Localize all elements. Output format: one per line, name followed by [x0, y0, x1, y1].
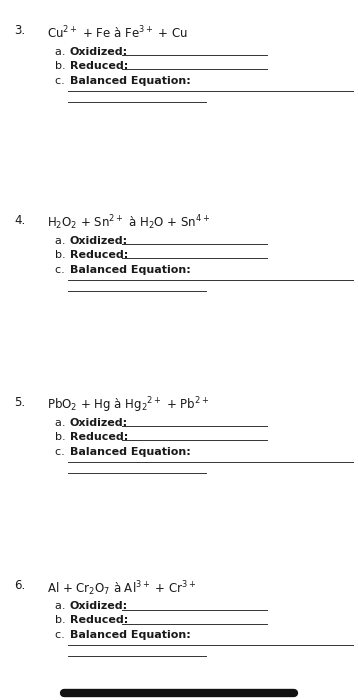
Text: a.: a.	[55, 236, 69, 246]
Text: c.: c.	[55, 76, 69, 85]
Text: Reduced:: Reduced:	[70, 432, 128, 442]
Text: Cu$^{2+}$ + Fe à Fe$^{3+}$ + Cu: Cu$^{2+}$ + Fe à Fe$^{3+}$ + Cu	[47, 25, 188, 41]
Text: Balanced Equation:: Balanced Equation:	[70, 265, 190, 274]
Text: c.: c.	[55, 265, 69, 274]
Text: Balanced Equation:: Balanced Equation:	[70, 630, 190, 640]
Text: H$_2$O$_2$ + Sn$^{2+}$ à H$_2$O + Sn$^{4+}$: H$_2$O$_2$ + Sn$^{2+}$ à H$_2$O + Sn$^{4…	[47, 214, 210, 232]
Text: Reduced:: Reduced:	[70, 250, 128, 260]
Text: Balanced Equation:: Balanced Equation:	[70, 447, 190, 456]
Text: a.: a.	[55, 418, 69, 428]
Text: Reduced:: Reduced:	[70, 615, 128, 625]
Text: c.: c.	[55, 630, 69, 640]
Text: b.: b.	[55, 250, 69, 260]
Text: b.: b.	[55, 432, 69, 442]
Text: a.: a.	[55, 601, 69, 611]
Text: c.: c.	[55, 447, 69, 456]
Text: Oxidized:: Oxidized:	[70, 47, 128, 57]
Text: b.: b.	[55, 61, 69, 71]
Text: Oxidized:: Oxidized:	[70, 236, 128, 246]
Text: b.: b.	[55, 615, 69, 625]
Text: 5.: 5.	[14, 395, 25, 409]
Text: 4.: 4.	[14, 214, 25, 227]
Text: Oxidized:: Oxidized:	[70, 601, 128, 611]
Text: Al + Cr$_2$O$_7$ à Al$^{3+}$ + Cr$^{3+}$: Al + Cr$_2$O$_7$ à Al$^{3+}$ + Cr$^{3+}$	[47, 579, 196, 598]
Text: Oxidized:: Oxidized:	[70, 418, 128, 428]
Text: a.: a.	[55, 47, 69, 57]
Text: Balanced Equation:: Balanced Equation:	[70, 76, 190, 85]
Text: PbO$_2$ + Hg à Hg$_2$$^{2+}$ + Pb$^{2+}$: PbO$_2$ + Hg à Hg$_2$$^{2+}$ + Pb$^{2+}$	[47, 395, 209, 415]
Text: 3.: 3.	[14, 25, 25, 38]
Text: Reduced:: Reduced:	[70, 61, 128, 71]
Text: 6.: 6.	[14, 579, 25, 592]
